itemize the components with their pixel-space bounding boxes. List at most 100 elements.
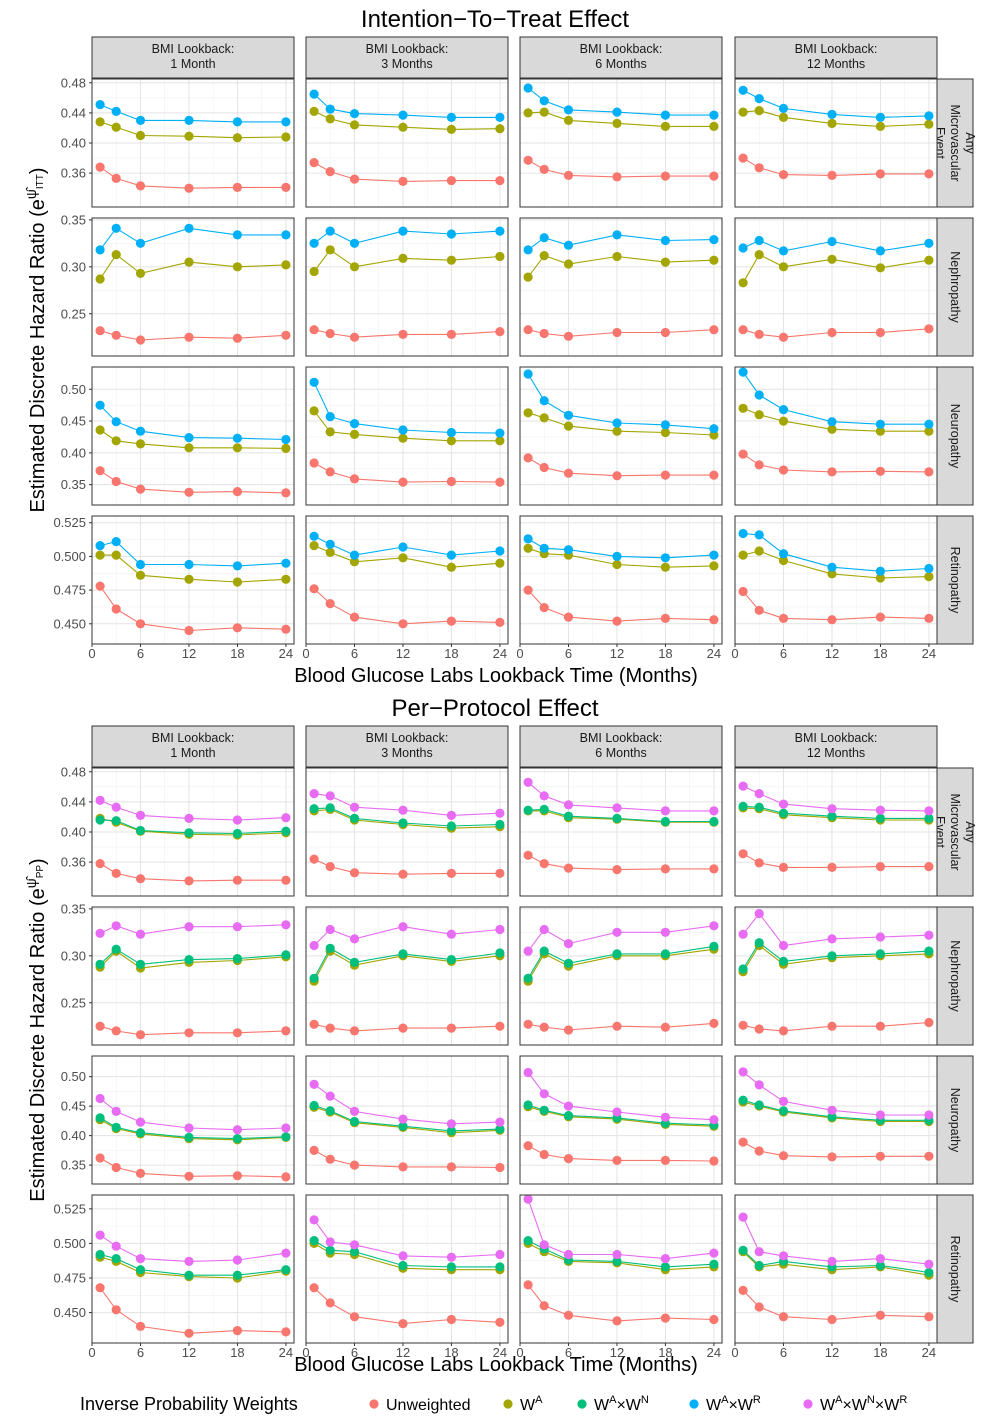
- data-point-Unweighted: [523, 585, 533, 595]
- data-point-WA: [523, 408, 533, 418]
- data-point-WAxWNxWR: [111, 1241, 121, 1251]
- series-line-WAxWR: [313, 382, 500, 434]
- data-point-Unweighted: [738, 153, 748, 163]
- data-point-WAxWNxWR: [924, 1110, 934, 1120]
- data-point-WAxWNxWR: [924, 1259, 934, 1269]
- data-point-Unweighted: [398, 1162, 408, 1172]
- x-tick-label: 0: [88, 1345, 95, 1360]
- data-point-Unweighted: [738, 586, 748, 597]
- x-tick-label: 18: [658, 1345, 672, 1360]
- data-point-Unweighted: [827, 615, 837, 625]
- data-point-WA: [523, 543, 533, 553]
- data-point-WAxWR: [738, 367, 748, 377]
- data-point-WA: [539, 413, 549, 423]
- data-point-WAxWR: [563, 240, 574, 250]
- data-point-WAxWR: [875, 419, 886, 429]
- data-point-WAxWR: [924, 563, 934, 574]
- data-point-WA: [232, 133, 242, 143]
- data-point-Unweighted: [563, 612, 574, 622]
- data-point-Unweighted: [309, 458, 319, 468]
- y-tick-label: 0.35: [61, 477, 86, 492]
- data-point-WAxWNxWR: [523, 777, 533, 787]
- data-point-WAxWNxWR: [778, 799, 789, 809]
- x-tick-label: 12: [825, 646, 839, 661]
- x-tick-label: 18: [230, 1345, 244, 1360]
- data-point-Unweighted: [660, 613, 671, 624]
- data-point-Unweighted: [95, 466, 105, 476]
- data-point-Unweighted: [778, 1151, 789, 1161]
- data-point-WAxWNxWR: [111, 921, 121, 931]
- panel-background: [520, 907, 722, 1045]
- data-point-WA: [778, 555, 789, 566]
- y-tick-label: 0.50: [61, 382, 86, 397]
- column-strip-label: 12 Months: [807, 746, 865, 760]
- data-point-WAxWR: [325, 412, 335, 422]
- data-point-Unweighted: [539, 1149, 549, 1160]
- data-point-Unweighted: [738, 1020, 748, 1030]
- data-point-WAxWR: [660, 110, 671, 120]
- data-point-WA: [827, 254, 837, 264]
- data-point-Unweighted: [281, 1327, 291, 1337]
- data-point-Unweighted: [495, 327, 505, 337]
- data-point-WAxWN: [111, 1122, 121, 1132]
- data-point-Unweighted: [523, 453, 533, 463]
- data-point-Unweighted: [281, 1026, 291, 1036]
- data-point-WAxWN: [349, 813, 360, 824]
- panel: [305, 217, 509, 357]
- data-point-WAxWNxWR: [309, 1079, 319, 1089]
- data-point-Unweighted: [875, 1310, 886, 1320]
- data-point-WAxWR: [778, 246, 789, 256]
- data-point-WA: [924, 426, 934, 436]
- data-point-WA: [539, 251, 549, 261]
- data-point-WAxWN: [232, 954, 242, 964]
- data-point-WAxWR: [446, 229, 456, 239]
- data-point-WA: [281, 132, 291, 142]
- data-point-WAxWR: [924, 238, 934, 248]
- data-point-Unweighted: [111, 330, 121, 340]
- panel: [734, 78, 938, 208]
- data-point-Unweighted: [612, 172, 622, 182]
- data-point-WAxWN: [738, 1245, 748, 1255]
- data-point-Unweighted: [325, 599, 335, 609]
- x-tick-label: 0: [516, 646, 523, 661]
- legend-marker-WAxWN: [577, 1399, 587, 1409]
- x-tick-label: 0: [731, 1345, 738, 1360]
- data-point-WA: [325, 427, 335, 437]
- panel: [519, 1055, 723, 1185]
- data-point-WAxWR: [398, 425, 408, 435]
- data-point-WAxWN: [495, 819, 505, 830]
- data-point-WA: [349, 262, 360, 272]
- data-point-Unweighted: [349, 1160, 360, 1170]
- data-point-WAxWR: [754, 94, 764, 104]
- data-point-Unweighted: [778, 862, 789, 873]
- data-point-Unweighted: [281, 624, 291, 634]
- data-point-WAxWR: [523, 534, 533, 544]
- panel-border: [305, 1055, 509, 1185]
- data-point-WAxWN: [309, 1236, 319, 1246]
- column-strip: [91, 36, 295, 79]
- data-point-WAxWN: [778, 808, 789, 818]
- data-point-Unweighted: [738, 449, 748, 459]
- y-tick-label: 0.25: [61, 995, 86, 1010]
- panel-background: [92, 907, 294, 1045]
- x-tick-label: 18: [873, 1345, 887, 1360]
- data-point-WAxWR: [778, 549, 789, 559]
- data-point-WA: [349, 557, 360, 567]
- data-point-WA: [827, 118, 837, 128]
- data-point-Unweighted: [612, 1316, 622, 1326]
- column-strip: [734, 725, 938, 768]
- data-point-WAxWNxWR: [184, 922, 194, 932]
- data-point-Unweighted: [281, 875, 291, 885]
- data-point-WA: [111, 550, 121, 560]
- data-point-WAxWNxWR: [232, 922, 242, 932]
- pp-chart: Per−Protocol Effect Estimated Discrete Ha…: [23, 695, 977, 1376]
- data-point-WAxWR: [827, 562, 837, 572]
- data-point-WAxWN: [754, 802, 764, 812]
- column-strip: [734, 36, 938, 79]
- data-point-WAxWN: [135, 1128, 146, 1138]
- data-point-WAxWR: [309, 89, 319, 99]
- data-point-WA: [875, 426, 886, 436]
- data-point-Unweighted: [660, 1155, 671, 1165]
- data-point-Unweighted: [495, 617, 505, 628]
- data-point-WAxWNxWR: [95, 1230, 105, 1240]
